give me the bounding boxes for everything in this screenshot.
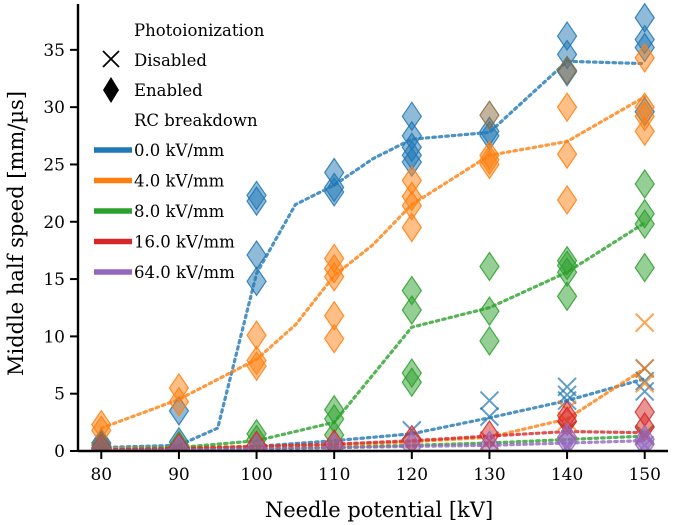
axes: 80 90 100 110 120 130 140 150 0 5 10 15 20 25 30 35 Need… — [4, 4, 668, 522]
marker-enabled-2-18 — [634, 168, 655, 200]
y-tick-label-20: 20 — [43, 213, 65, 233]
marker-stroke-b — [637, 435, 655, 451]
marker-enabled-2-20 — [634, 208, 655, 240]
legend-label-series-1: 4.0 kV/mm — [134, 172, 225, 191]
marker-enabled-1-9 — [323, 261, 345, 292]
legend-label-enabled: Enabled — [134, 81, 203, 100]
marker-enabled-1-6 — [246, 351, 267, 382]
marker-enabled-4-4 — [401, 431, 423, 451]
marker-stroke-b — [635, 312, 655, 333]
marker-stroke-b — [635, 373, 655, 394]
x-axis-label: Needle potential [kV] — [265, 498, 493, 522]
marker-disabled-1-3 — [635, 358, 655, 379]
marker-disabled-4-1 — [635, 435, 655, 451]
marker-disabled-1-2 — [635, 312, 655, 333]
x-tick-label-100: 100 — [240, 465, 272, 485]
marker-stroke-b — [635, 381, 655, 402]
marker-enabled-2-21 — [634, 252, 655, 283]
marker-enabled-5-1 — [479, 100, 500, 131]
trend-line-1-trend — [99, 95, 647, 430]
marker-enabled-2-12 — [479, 296, 500, 327]
y-tick-label-10: 10 — [43, 327, 65, 347]
marker-disabled-0-3 — [557, 377, 577, 397]
marker-enabled-0-10 — [323, 172, 345, 203]
marker-enabled-4-3 — [323, 432, 345, 451]
marker-stroke-b — [635, 358, 655, 379]
y-tick-label-25: 25 — [43, 155, 65, 175]
marker-enabled-0-7 — [246, 266, 267, 297]
legend-title-rc-breakdown: RC breakdown — [134, 111, 258, 130]
marker-enabled-1-11 — [323, 323, 345, 354]
marker-enabled-2-17 — [556, 281, 578, 312]
marker-enabled-1-18 — [479, 144, 500, 175]
plot-area — [91, 2, 655, 451]
y-tick-label-0: 0 — [54, 442, 65, 462]
marker-enabled-2-11 — [479, 251, 500, 282]
y-tick-label-15: 15 — [43, 270, 65, 290]
marker-disabled-0-8 — [635, 381, 655, 402]
marker-stroke-b — [479, 406, 500, 427]
marker-stroke-b — [479, 390, 500, 411]
legend-x-b — [102, 50, 120, 68]
marker-enabled-2-13 — [479, 325, 500, 357]
legend: Photoionization Disabled Enabled RC breakdo… — [94, 21, 265, 282]
marker-enabled-5-0 — [91, 430, 112, 451]
marker-disabled-4-0 — [557, 436, 577, 451]
legend-label-disabled: Disabled — [134, 51, 207, 70]
x-tick-label-80: 80 — [90, 465, 112, 485]
marker-enabled-1-22 — [634, 42, 655, 73]
marker-enabled-2-10 — [401, 367, 423, 398]
x-tick-label-90: 90 — [168, 465, 190, 485]
x-tick-label-110: 110 — [318, 465, 350, 485]
legend-label-series-2: 8.0 kV/mm — [134, 202, 225, 221]
marker-disabled-0-2 — [479, 406, 500, 427]
legend-marker-enabled — [103, 77, 119, 103]
legend-label-series-3: 16.0 kV/mm — [134, 233, 235, 252]
marker-enabled-1-25 — [634, 116, 655, 147]
trend-line-2-trend — [99, 221, 647, 451]
marker-enabled-4-1 — [168, 434, 190, 451]
marker-disabled-0-4 — [557, 385, 577, 405]
x-tick-label-130: 130 — [473, 465, 505, 485]
marker-enabled-4-7 — [556, 422, 578, 451]
marker-enabled-1-15 — [401, 212, 423, 243]
marker-enabled-4-2 — [246, 433, 267, 451]
x-tick-label-150: 150 — [628, 465, 660, 485]
marker-enabled-2-8 — [401, 294, 423, 326]
y-tick-label-30: 30 — [43, 98, 65, 118]
marker-enabled-5-2 — [556, 55, 578, 86]
marker-stroke-b — [557, 385, 577, 405]
marker-disabled-0-1 — [479, 390, 500, 411]
y-tick-label-5: 5 — [54, 385, 65, 405]
y-tick-label-35: 35 — [43, 41, 65, 61]
legend-label-series-0: 0.0 kV/mm — [134, 141, 225, 160]
marker-enabled-1-21 — [556, 184, 578, 216]
marker-enabled-0-6 — [246, 239, 267, 271]
x-tick-label-140: 140 — [551, 465, 583, 485]
legend-title-photoionization: Photoionization — [134, 21, 265, 40]
marker-enabled-4-5 — [479, 430, 500, 451]
marker-enabled-1-20 — [556, 139, 578, 170]
marker-enabled-0-5 — [246, 186, 267, 217]
trend-line-4-trend — [99, 439, 647, 451]
x-tick-label-120: 120 — [396, 465, 428, 485]
marker-stroke-b — [557, 377, 577, 397]
y-axis-label: Middle half speed [mm/µs] — [4, 91, 28, 376]
marker-enabled-1-4 — [246, 320, 267, 351]
legend-label-series-4: 64.0 kV/mm — [134, 263, 235, 282]
marker-stroke-b — [561, 436, 577, 451]
legend-marker-disabled — [102, 50, 120, 68]
marker-enabled-1-19 — [556, 92, 578, 123]
marker-disabled-1-4 — [635, 373, 655, 394]
marker-enabled-0-15 — [401, 132, 423, 163]
marker-enabled-1-3 — [168, 386, 190, 417]
